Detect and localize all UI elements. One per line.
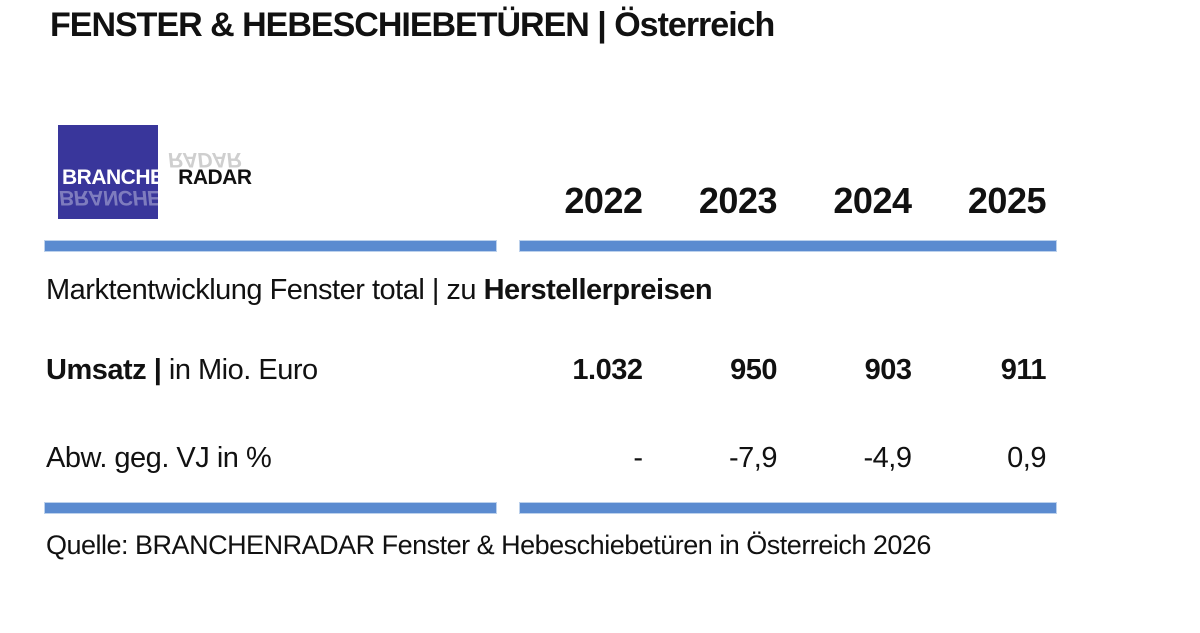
divider-bar-top-left (44, 240, 497, 252)
divider-bar-bottom-right (519, 502, 1057, 514)
year-header-row: 2022 2023 2024 2025 (46, 180, 1057, 222)
year-header-2025: 2025 (967, 180, 1047, 221)
umsatz-value-2024: 903 (864, 354, 912, 386)
year-header-2024: 2024 (833, 180, 912, 221)
logo-wordmark: BRANCHENRADAR (62, 166, 252, 190)
row-umsatz-cells: 1.032 950 903 911 (519, 354, 1057, 387)
source-line: Quelle: BRANCHENRADAR Fenster & Hebeschi… (46, 530, 931, 560)
page-title: FENSTER & HEBESCHIEBETÜREN | Österreich (50, 6, 775, 44)
table-row-abweichung: Abw. geg. VJ in % - -7,9 -4,9 0,9 (46, 442, 1057, 475)
row-abweichung-cells: - -7,9 -4,9 0,9 (519, 442, 1057, 475)
divider-bar-bottom-left (44, 502, 497, 514)
year-header-2022: 2022 (564, 180, 643, 221)
year-header-2023: 2023 (698, 180, 778, 221)
divider-bar-top-right (519, 240, 1057, 252)
abweichung-value-2023: -7,9 (729, 442, 777, 474)
branchenradar-logo: BRANCHEN RADAR BRANCHENRADAR (58, 125, 252, 222)
row-label-umsatz: Umsatz | in Mio. Euro (46, 354, 519, 387)
abweichung-value-2025: 0,9 (1007, 442, 1046, 474)
section-heading-lead: Marktentwicklung Fenster total | zu (46, 274, 484, 306)
table-row-umsatz: Umsatz | in Mio. Euro 1.032 950 903 911 (46, 354, 1057, 387)
section-heading: Marktentwicklung Fenster total | zu Hers… (46, 274, 713, 307)
logo-text-radar: RADAR (178, 166, 252, 189)
row-label-abweichung: Abw. geg. VJ in % (46, 442, 519, 475)
row-label-umsatz-rest: in Mio. Euro (168, 354, 318, 386)
section-heading-emphasis: Herstellerpreisen (483, 274, 713, 306)
umsatz-value-2023: 950 (730, 354, 777, 386)
umsatz-value-2022: 1.032 (572, 354, 643, 386)
year-header-cells: 2022 2023 2024 2025 (519, 180, 1057, 222)
logo-text-branchen: BRANCHEN (62, 166, 179, 189)
logo-blue-square (58, 125, 158, 219)
abweichung-value-2024: -4,9 (863, 442, 912, 474)
row-label-umsatz-strong: Umsatz | (46, 354, 169, 386)
umsatz-value-2025: 911 (1000, 354, 1047, 386)
row-label-abweichung-text: Abw. geg. VJ in % (46, 442, 272, 474)
abweichung-value-2022: - (633, 442, 643, 474)
